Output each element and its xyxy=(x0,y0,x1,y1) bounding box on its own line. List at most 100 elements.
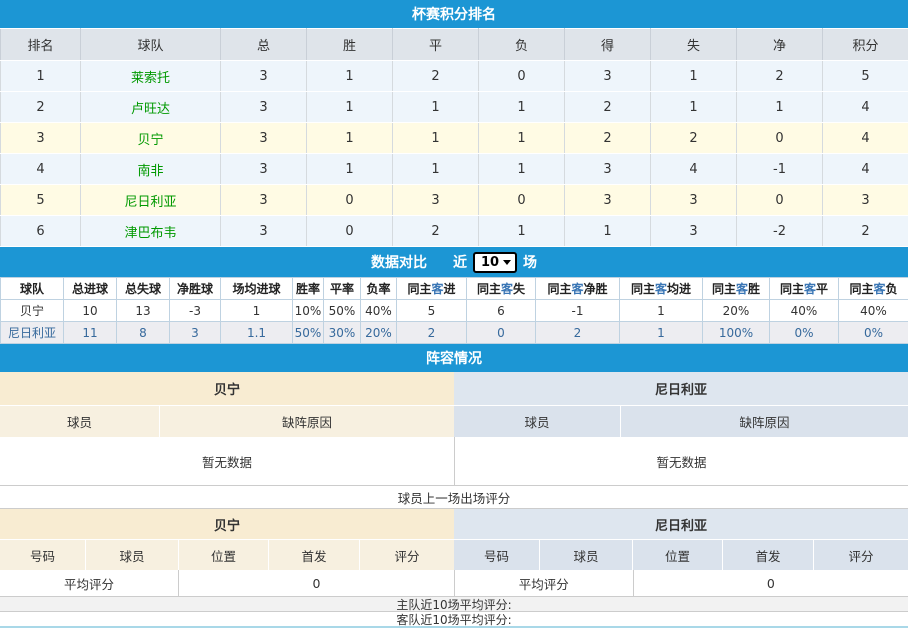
table-cell: 3 xyxy=(393,185,479,216)
table-cell: 0 xyxy=(307,216,393,247)
table-cell: 1 xyxy=(479,216,565,247)
lineup-home-empty-state: 暂无数据 xyxy=(0,437,454,485)
table-cell: 8 xyxy=(117,322,170,344)
lineup-reason-col-header: 缺阵原因 xyxy=(621,406,908,437)
rank-cell: 6 xyxy=(1,216,81,247)
ratings-player-col-header: 球员 xyxy=(540,540,633,570)
table-cell: 3 xyxy=(221,216,307,247)
team-link[interactable]: 尼日利亚 xyxy=(124,195,176,210)
table-cell: 2 xyxy=(393,61,479,92)
table-cell: 5 xyxy=(397,300,467,322)
chevron-down-icon xyxy=(503,260,511,265)
ratings-average-row: 平均评分 0 平均评分 0 xyxy=(0,570,908,596)
standings-header-cell: 净 xyxy=(737,29,823,61)
ratings-column-headers: 号码 球员 位置 首发 评分 号码 球员 位置 首发 评分 xyxy=(0,540,908,570)
table-cell: 20% xyxy=(703,300,770,322)
table-cell: 0 xyxy=(467,322,536,344)
standings-row: 2 卢旺达 3 1 1 1 2 1 1 4 xyxy=(1,92,908,123)
table-cell: 1 xyxy=(737,92,823,123)
comparison-header-row: 球队 总进球 总失球 净胜球 场均进球 胜率 平率 负率 同主客进 同主客失 同… xyxy=(1,278,908,300)
ratings-away-team-header: 尼日利亚 xyxy=(454,509,908,539)
table-cell: 3 xyxy=(565,154,651,185)
comparison-table: 球队 总进球 总失球 净胜球 场均进球 胜率 平率 负率 同主客进 同主客失 同… xyxy=(0,277,908,344)
table-cell: 11 xyxy=(64,322,117,344)
table-cell: 1 xyxy=(565,216,651,247)
table-cell: 10 xyxy=(64,300,117,322)
table-cell: 1 xyxy=(620,322,703,344)
standings-row: 6 津巴布韦 3 0 2 1 1 3 -2 2 xyxy=(1,216,908,247)
table-cell: 1 xyxy=(620,300,703,322)
ratings-number-col-header: 号码 xyxy=(454,540,540,570)
comparison-header-cell: 同主客平 xyxy=(770,278,839,300)
rank-cell: 4 xyxy=(1,154,81,185)
standings-table: 排名 球队 总 胜 平 负 得 失 净 积分 1 莱索托 3 1 2 0 3 1… xyxy=(0,28,908,247)
team-link[interactable]: 津巴布韦 xyxy=(124,226,176,241)
table-cell: 0 xyxy=(307,185,393,216)
team-link[interactable]: 贝宁 xyxy=(137,133,163,148)
matches-suffix-label: 场 xyxy=(523,252,537,272)
ratings-home-team-header: 贝宁 xyxy=(0,509,454,539)
table-cell: 1 xyxy=(479,123,565,154)
table-cell: -1 xyxy=(737,154,823,185)
table-cell: -1 xyxy=(536,300,620,322)
rank-cell: 3 xyxy=(1,123,81,154)
near-label: 近 xyxy=(453,252,467,272)
standings-header-cell: 失 xyxy=(651,29,737,61)
comparison-header-cell: 负率 xyxy=(361,278,397,300)
lineup-team-headers: 贝宁 尼日利亚 xyxy=(0,372,908,406)
ratings-starter-col-header: 首发 xyxy=(269,540,360,570)
comparison-row-away: 尼日利亚 11 8 3 1.1 50% 30% 20% 2 0 2 1 100%… xyxy=(1,322,908,344)
rank-cell: 1 xyxy=(1,61,81,92)
table-cell: 1 xyxy=(393,123,479,154)
rank-cell: 5 xyxy=(1,185,81,216)
table-cell: 2 xyxy=(565,92,651,123)
standings-header-cell: 胜 xyxy=(307,29,393,61)
table-cell: 3 xyxy=(221,61,307,92)
matches-count-select[interactable]: 10 xyxy=(473,252,517,273)
standings-title: 杯赛积分排名 xyxy=(412,4,496,24)
lineup-empty-state-row: 暂无数据 暂无数据 xyxy=(0,437,908,486)
comparison-header-cell: 净胜球 xyxy=(170,278,221,300)
table-cell: 1.1 xyxy=(221,322,293,344)
table-cell: -3 xyxy=(170,300,221,322)
lineup-home-team-header: 贝宁 xyxy=(0,372,454,405)
comparison-header-cell: 胜率 xyxy=(293,278,324,300)
table-cell: 1 xyxy=(651,61,737,92)
standings-header-cell: 总 xyxy=(221,29,307,61)
comparison-header-cell: 同主客进 xyxy=(397,278,467,300)
table-cell: 1 xyxy=(393,92,479,123)
table-cell: 1 xyxy=(393,154,479,185)
comparison-section-header: 数据对比 近 10 场 xyxy=(0,247,908,277)
table-cell: 1 xyxy=(479,154,565,185)
table-cell: 3 xyxy=(221,123,307,154)
table-cell: 1 xyxy=(307,123,393,154)
ratings-score-col-header: 评分 xyxy=(814,540,908,570)
table-cell: 30% xyxy=(324,322,361,344)
table-cell: -2 xyxy=(737,216,823,247)
standings-row: 1 莱索托 3 1 2 0 3 1 2 5 xyxy=(1,61,908,92)
standings-header-row: 排名 球队 总 胜 平 负 得 失 净 积分 xyxy=(1,29,908,61)
away-average-rating-value: 0 xyxy=(634,570,908,596)
table-cell: 2 xyxy=(536,322,620,344)
standings-header-cell: 排名 xyxy=(1,29,81,61)
lineup-player-col-header: 球员 xyxy=(0,406,160,437)
standings-row-highlighted: 3 贝宁 3 1 1 1 2 2 0 4 xyxy=(1,123,908,154)
ratings-number-col-header: 号码 xyxy=(0,540,86,570)
team-link[interactable]: 莱索托 xyxy=(131,71,170,86)
table-cell: 3 xyxy=(170,322,221,344)
comparison-header-cell: 同主客负 xyxy=(839,278,908,300)
team-link[interactable]: 南非 xyxy=(137,164,163,179)
table-cell: 1 xyxy=(307,61,393,92)
ratings-player-col-header: 球员 xyxy=(86,540,179,570)
team-link[interactable]: 卢旺达 xyxy=(131,102,170,117)
table-cell: 2 xyxy=(823,216,908,247)
away-average-rating-label: 平均评分 xyxy=(455,570,634,596)
table-cell: 0 xyxy=(479,61,565,92)
table-cell: 1 xyxy=(307,154,393,185)
standings-header-cell: 平 xyxy=(393,29,479,61)
table-cell: 50% xyxy=(324,300,361,322)
standings-header-cell: 球队 xyxy=(81,29,221,61)
standings-header-cell: 得 xyxy=(565,29,651,61)
table-cell: 0% xyxy=(770,322,839,344)
